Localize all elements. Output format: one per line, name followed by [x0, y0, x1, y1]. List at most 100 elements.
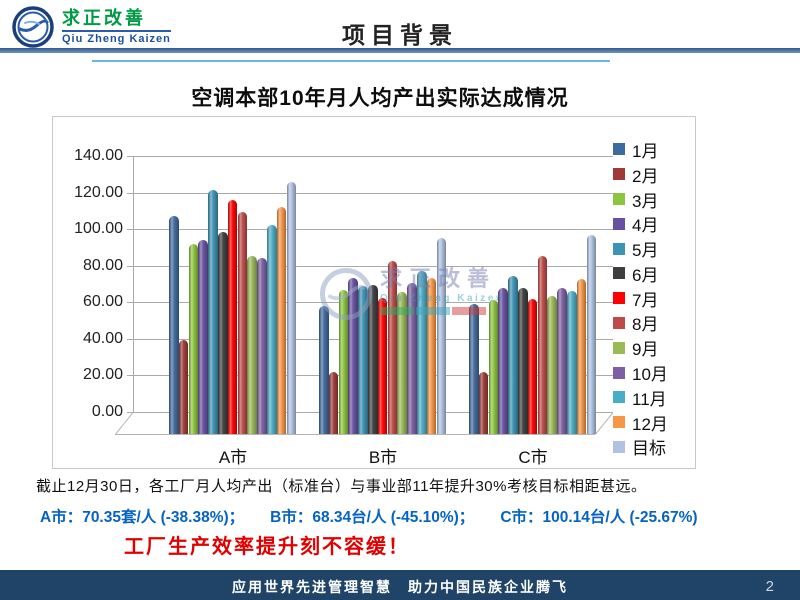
legend-swatch: [613, 366, 625, 379]
legend-label: 8月: [632, 315, 659, 335]
stat-a: A市：70.35套/人 (-38.38%)；: [40, 509, 245, 526]
legend-label: 11月: [632, 389, 667, 409]
bar-B市-4月: [348, 278, 358, 434]
page-title: 项目背景: [342, 22, 458, 48]
bar-B市-1月: [319, 306, 329, 434]
legend-item-11月: 11月: [613, 385, 668, 410]
bar-B市-5月: [358, 286, 368, 434]
bar-C市-2月: [478, 372, 489, 434]
bar-A市-1月: [169, 216, 179, 434]
legend-item-6月: 6月: [613, 261, 668, 286]
x-axis-category-label: C市: [518, 448, 548, 467]
legend-swatch: [613, 267, 625, 280]
y-axis-tick-label: 60.00: [82, 293, 123, 311]
legend-label: 2月: [632, 166, 659, 186]
bar-A市-9月: [247, 256, 257, 434]
legend-label: 5月: [632, 241, 659, 261]
bar-B市-7月: [377, 298, 388, 434]
y-axis-tick: [127, 156, 133, 157]
bar-C市-10月: [557, 288, 567, 434]
legend-swatch: [613, 416, 625, 429]
bar-B市-6月: [368, 285, 378, 434]
header-divider-dark: [0, 48, 800, 53]
bar-B市-12月: [426, 278, 437, 434]
legend-item-4月: 4月: [613, 211, 668, 236]
bar-B市-9月: [397, 292, 407, 434]
y-axis-tick-label: 100.00: [74, 220, 123, 238]
legend-item-12月: 12月: [613, 410, 668, 435]
x-axis-category-label: B市: [368, 448, 398, 467]
legend-swatch: [613, 168, 625, 181]
floor-edge: [594, 412, 614, 435]
legend-swatch: [613, 391, 625, 404]
company-logo: 求正改善 Qiu Zheng Kaizen: [12, 6, 171, 48]
summary-text: 截止12月30日，各工厂月人均产出（标准台）与事业部11年提升30%考核目标相距…: [36, 478, 647, 495]
bar-A市-7月: [227, 200, 238, 434]
bar-C市-4月: [498, 288, 508, 434]
bar-A市-2月: [178, 340, 189, 434]
floor-edge: [115, 433, 595, 435]
bar-B市-目标: [436, 238, 447, 434]
y-axis-tick-label: 120.00: [74, 183, 123, 201]
bar-B市-10月: [407, 283, 417, 434]
bar-A市-4月: [198, 240, 208, 434]
y-axis-tick-label: 0.00: [91, 402, 123, 420]
legend-item-5月: 5月: [613, 236, 668, 261]
legend-label: 6月: [632, 265, 659, 285]
legend-item-10月: 10月: [613, 360, 668, 385]
legend-label: 12月: [632, 414, 668, 434]
bar-B市-2月: [328, 372, 339, 434]
chart-legend: 1月 2月 3月 4月 5月 6月 7月 8月 9月 10月 11月 12月 目标: [613, 137, 668, 459]
y-axis-tick: [127, 302, 133, 304]
legend-item-8月: 8月: [613, 311, 668, 336]
bar-A市-目标: [286, 182, 297, 434]
legend-swatch: [613, 192, 625, 205]
legend-label: 1月: [632, 141, 659, 161]
bar-A市-3月: [188, 244, 199, 434]
y-axis-tick: [127, 375, 133, 377]
stat-b: B市：68.34台/人 (-45.10%)；: [270, 509, 475, 526]
bar-A市-11月: [267, 225, 277, 434]
bar-C市-目标: [586, 235, 597, 434]
bar-A市-8月: [237, 212, 248, 434]
legend-swatch: [613, 341, 625, 354]
bar-C市-11月: [567, 291, 577, 434]
bar-B市-8月: [387, 261, 398, 434]
gridline: [133, 156, 613, 157]
company-logo-text: 求正改善 Qiu Zheng Kaizen: [62, 8, 171, 45]
legend-item-7月: 7月: [613, 286, 668, 311]
bar-A市-10月: [257, 258, 267, 434]
legend-item-1月: 1月: [613, 137, 668, 162]
y-axis-tick: [127, 265, 133, 267]
y-axis-tick-label: 140.00: [74, 147, 123, 164]
y-axis-tick: [127, 192, 133, 194]
y-axis-tick-label: 20.00: [82, 366, 123, 384]
company-name: 求正改善: [62, 8, 171, 32]
y-axis-tick: [127, 338, 133, 340]
stats-line: A市：70.35套/人 (-38.38%)； B市：68.34台/人 (-45.1…: [40, 505, 724, 527]
legend-label: 3月: [632, 191, 659, 211]
legend-label: 目标: [632, 439, 666, 459]
legend-swatch: [613, 242, 625, 255]
legend-swatch: [613, 440, 625, 453]
bar-chart: 140.00 120.00 100.00 80.00 60.00 40.00 20.00 0.…: [52, 116, 696, 469]
bar-A市-5月: [208, 190, 218, 434]
bar-A市-12月: [276, 207, 287, 434]
legend-label: 10月: [632, 365, 668, 385]
legend-label: 4月: [632, 216, 659, 236]
header-divider-light: [92, 60, 610, 62]
gridline: [133, 229, 613, 231]
bar-A市-6月: [218, 232, 228, 434]
footer-bar: 应用世界先进管理智慧 助力中国民族企业腾飞 2: [0, 570, 800, 600]
bar-C市-6月: [518, 288, 528, 434]
bar-B市-3月: [338, 290, 349, 434]
bar-C市-3月: [488, 300, 499, 434]
page-number: 2: [765, 578, 774, 595]
legend-item-3月: 3月: [613, 187, 668, 212]
y-axis-tick: [127, 229, 133, 231]
legend-swatch: [613, 292, 625, 305]
bar-C市-5月: [508, 276, 518, 434]
legend-item-2月: 2月: [613, 162, 668, 187]
company-logo-icon: [12, 6, 54, 48]
